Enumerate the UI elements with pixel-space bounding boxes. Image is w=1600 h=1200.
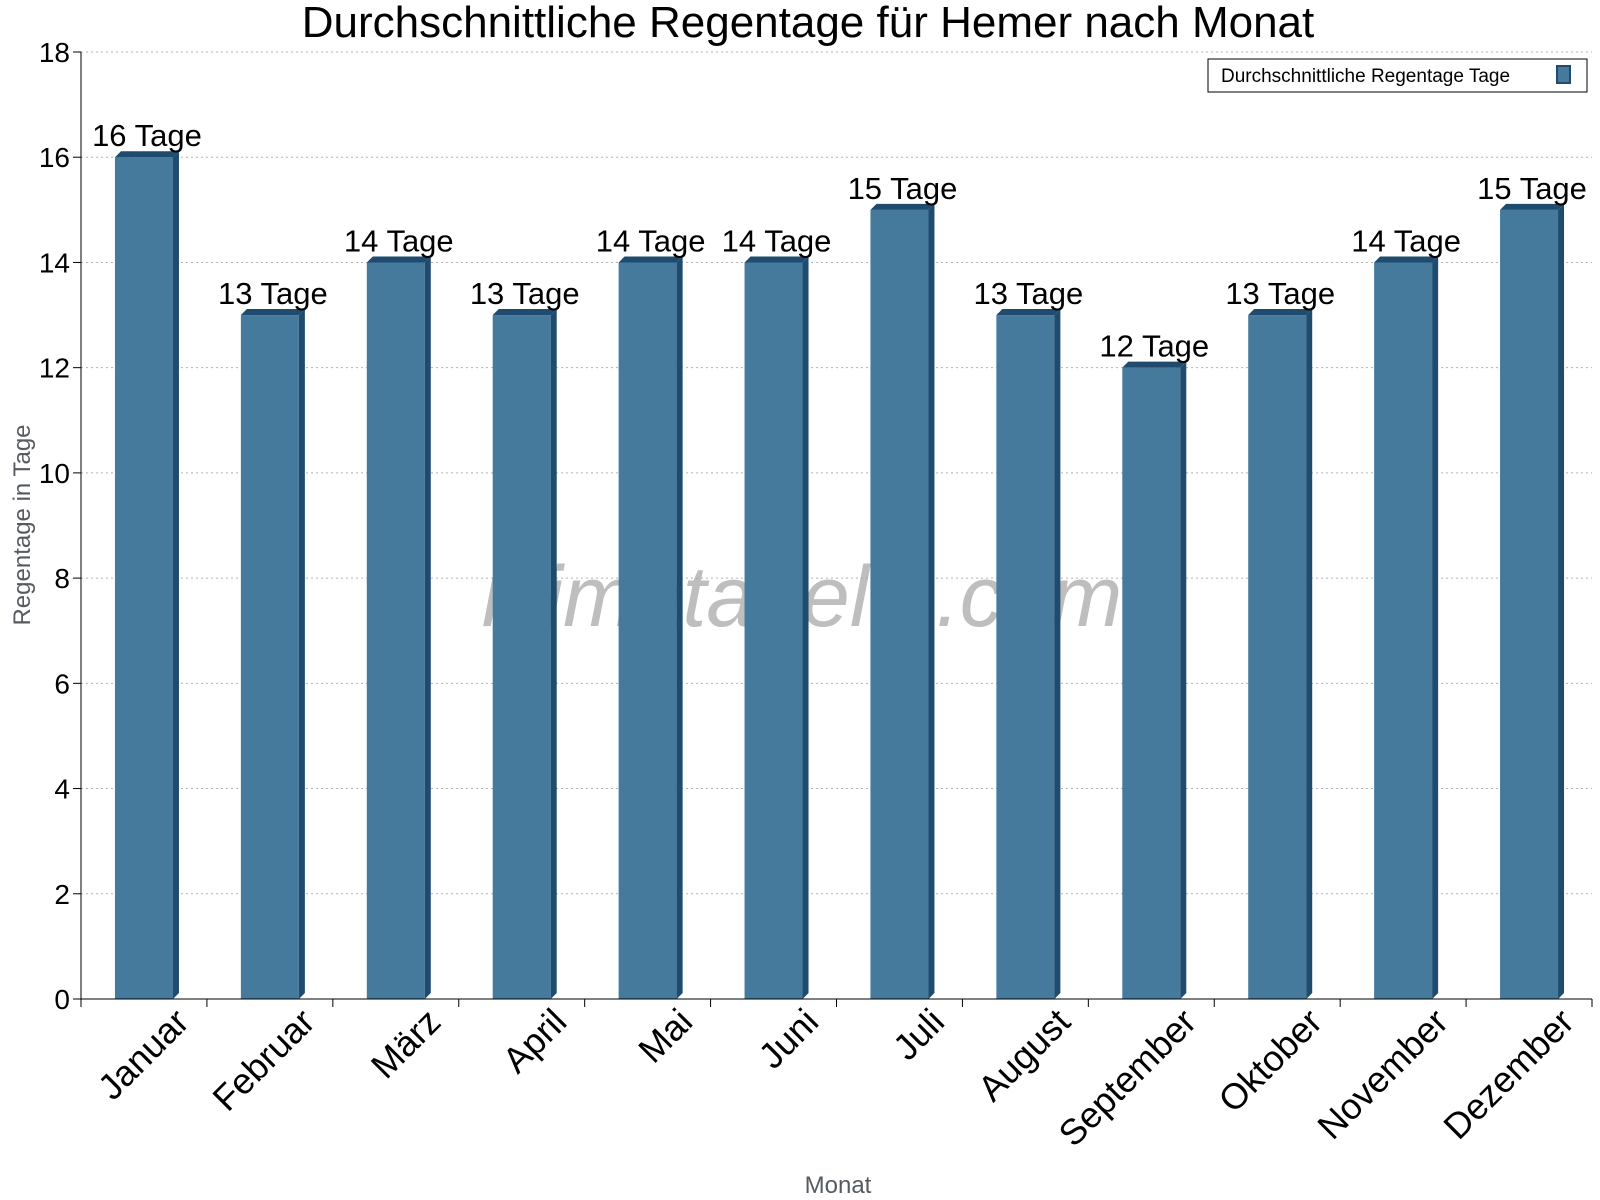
x-tick-label: August [970,1001,1078,1109]
bar-top [114,151,179,158]
bar-oktober: 13 Tage [1225,276,1335,999]
bar-top [618,256,683,263]
x-tick-label: Juli [885,1001,952,1068]
bar-front [1374,262,1433,999]
bar-dezember: 15 Tage [1477,171,1587,1000]
axes [80,52,1592,1000]
bar-juni: 14 Tage [722,223,832,999]
bar-front [492,315,551,999]
bar-top [366,256,431,263]
bar-top [240,309,305,316]
x-axis-title: Monat [805,1172,872,1199]
bar-side [676,256,683,999]
x-tick-label: Februar [204,1001,322,1119]
y-axis-title: Regentage in Tage [9,424,36,625]
x-tick-label: Dezember [1435,1001,1581,1147]
bar-side [1054,309,1061,999]
bar-top [744,256,809,263]
bar-front [366,262,425,999]
data-label: 13 Tage [973,276,1083,311]
bar-top [1500,203,1565,210]
bar-februar: 13 Tage [218,276,328,999]
bar-side [424,256,431,999]
legend: Durchschnittliche Regentage Tage [1207,58,1588,93]
chart-title: Durchschnittliche Regentage für Hemer na… [302,0,1315,47]
grid-lines [81,51,1592,895]
bar-front [618,262,677,999]
y-tick-label: 0 [54,984,70,1015]
x-axis-ticks: Januar Februar März April Mai Juni Juli AugustS… [80,999,1593,1155]
x-tick-label: Juni [750,1001,826,1077]
data-label: 15 Tage [848,171,958,206]
y-tick-label: 18 [39,37,70,68]
y-tick-label: 10 [39,458,70,489]
bar-side [172,151,179,999]
bar-august: 13 Tage [973,276,1083,999]
y-tick-label: 16 [39,142,70,173]
x-tick-label: März [363,1001,449,1087]
data-label: 13 Tage [470,276,580,311]
y-tick-label: 4 [54,774,70,805]
y-tick-label: 2 [54,879,70,910]
legend-label: Durchschnittliche Regentage Tage [1221,66,1510,87]
x-tick-label: Mai [630,1001,700,1071]
bar-september: 12 Tage [1099,329,1209,1000]
bar-januar: 16 Tage [92,118,202,999]
bar-top [1374,256,1439,263]
data-label: 14 Tage [1351,223,1461,258]
y-tick-label: 6 [54,668,70,699]
data-label: 13 Tage [1225,276,1335,311]
data-label: 13 Tage [218,276,328,311]
bar-side [1180,361,1187,1000]
bar-top [1248,309,1313,316]
y-tick-label: 14 [39,247,70,278]
bar-side [1558,203,1565,1000]
x-tick-label: November [1309,1001,1455,1147]
y-tick-label: 8 [54,563,70,594]
bar-front [1248,315,1307,999]
data-label: 14 Tage [596,223,706,258]
data-label: 12 Tage [1099,329,1209,364]
x-tick-label: Januar [90,1001,197,1108]
bar-series: 16 Tage 13 Tage 14 Tage 13 Tage 14 Tage 14 Ta… [92,118,1587,1000]
y-tick-label: 12 [39,353,70,384]
bar-side [550,309,557,999]
bar-side [1306,309,1313,999]
bar-märz: 14 Tage [344,223,454,999]
bar-april: 13 Tage [470,276,580,999]
bar-front [744,262,803,999]
bar-front [114,157,173,999]
bar-side [928,203,935,1000]
bar-side [298,309,305,999]
bar-side [1432,256,1439,999]
y-axis-ticks: 0 2 4 6 8 10 12 14 16 18 [39,37,81,1015]
x-tick-label: Oktober [1210,1001,1330,1121]
x-tick-label: September [1050,1001,1204,1155]
data-label: 16 Tage [92,118,202,153]
legend-box [1207,58,1588,93]
x-tick-label: April [494,1001,574,1081]
bar-top [1122,361,1187,368]
data-label: 14 Tage [722,223,832,258]
bar-front [240,315,299,999]
bar-front [1122,367,1181,1000]
bar-front [996,315,1055,999]
data-label: 15 Tage [1477,171,1587,206]
bar-front [1500,209,1559,1000]
bar-front [870,209,929,1000]
bar-november: 14 Tage [1351,223,1461,999]
bar-side [802,256,809,999]
bar-top [870,203,935,210]
bar-top [492,309,557,316]
bar-juli: 15 Tage [848,171,958,1000]
bar-top [996,309,1061,316]
data-label: 14 Tage [344,223,454,258]
bar-mai: 14 Tage [596,223,706,999]
legend-swatch [1556,65,1571,84]
